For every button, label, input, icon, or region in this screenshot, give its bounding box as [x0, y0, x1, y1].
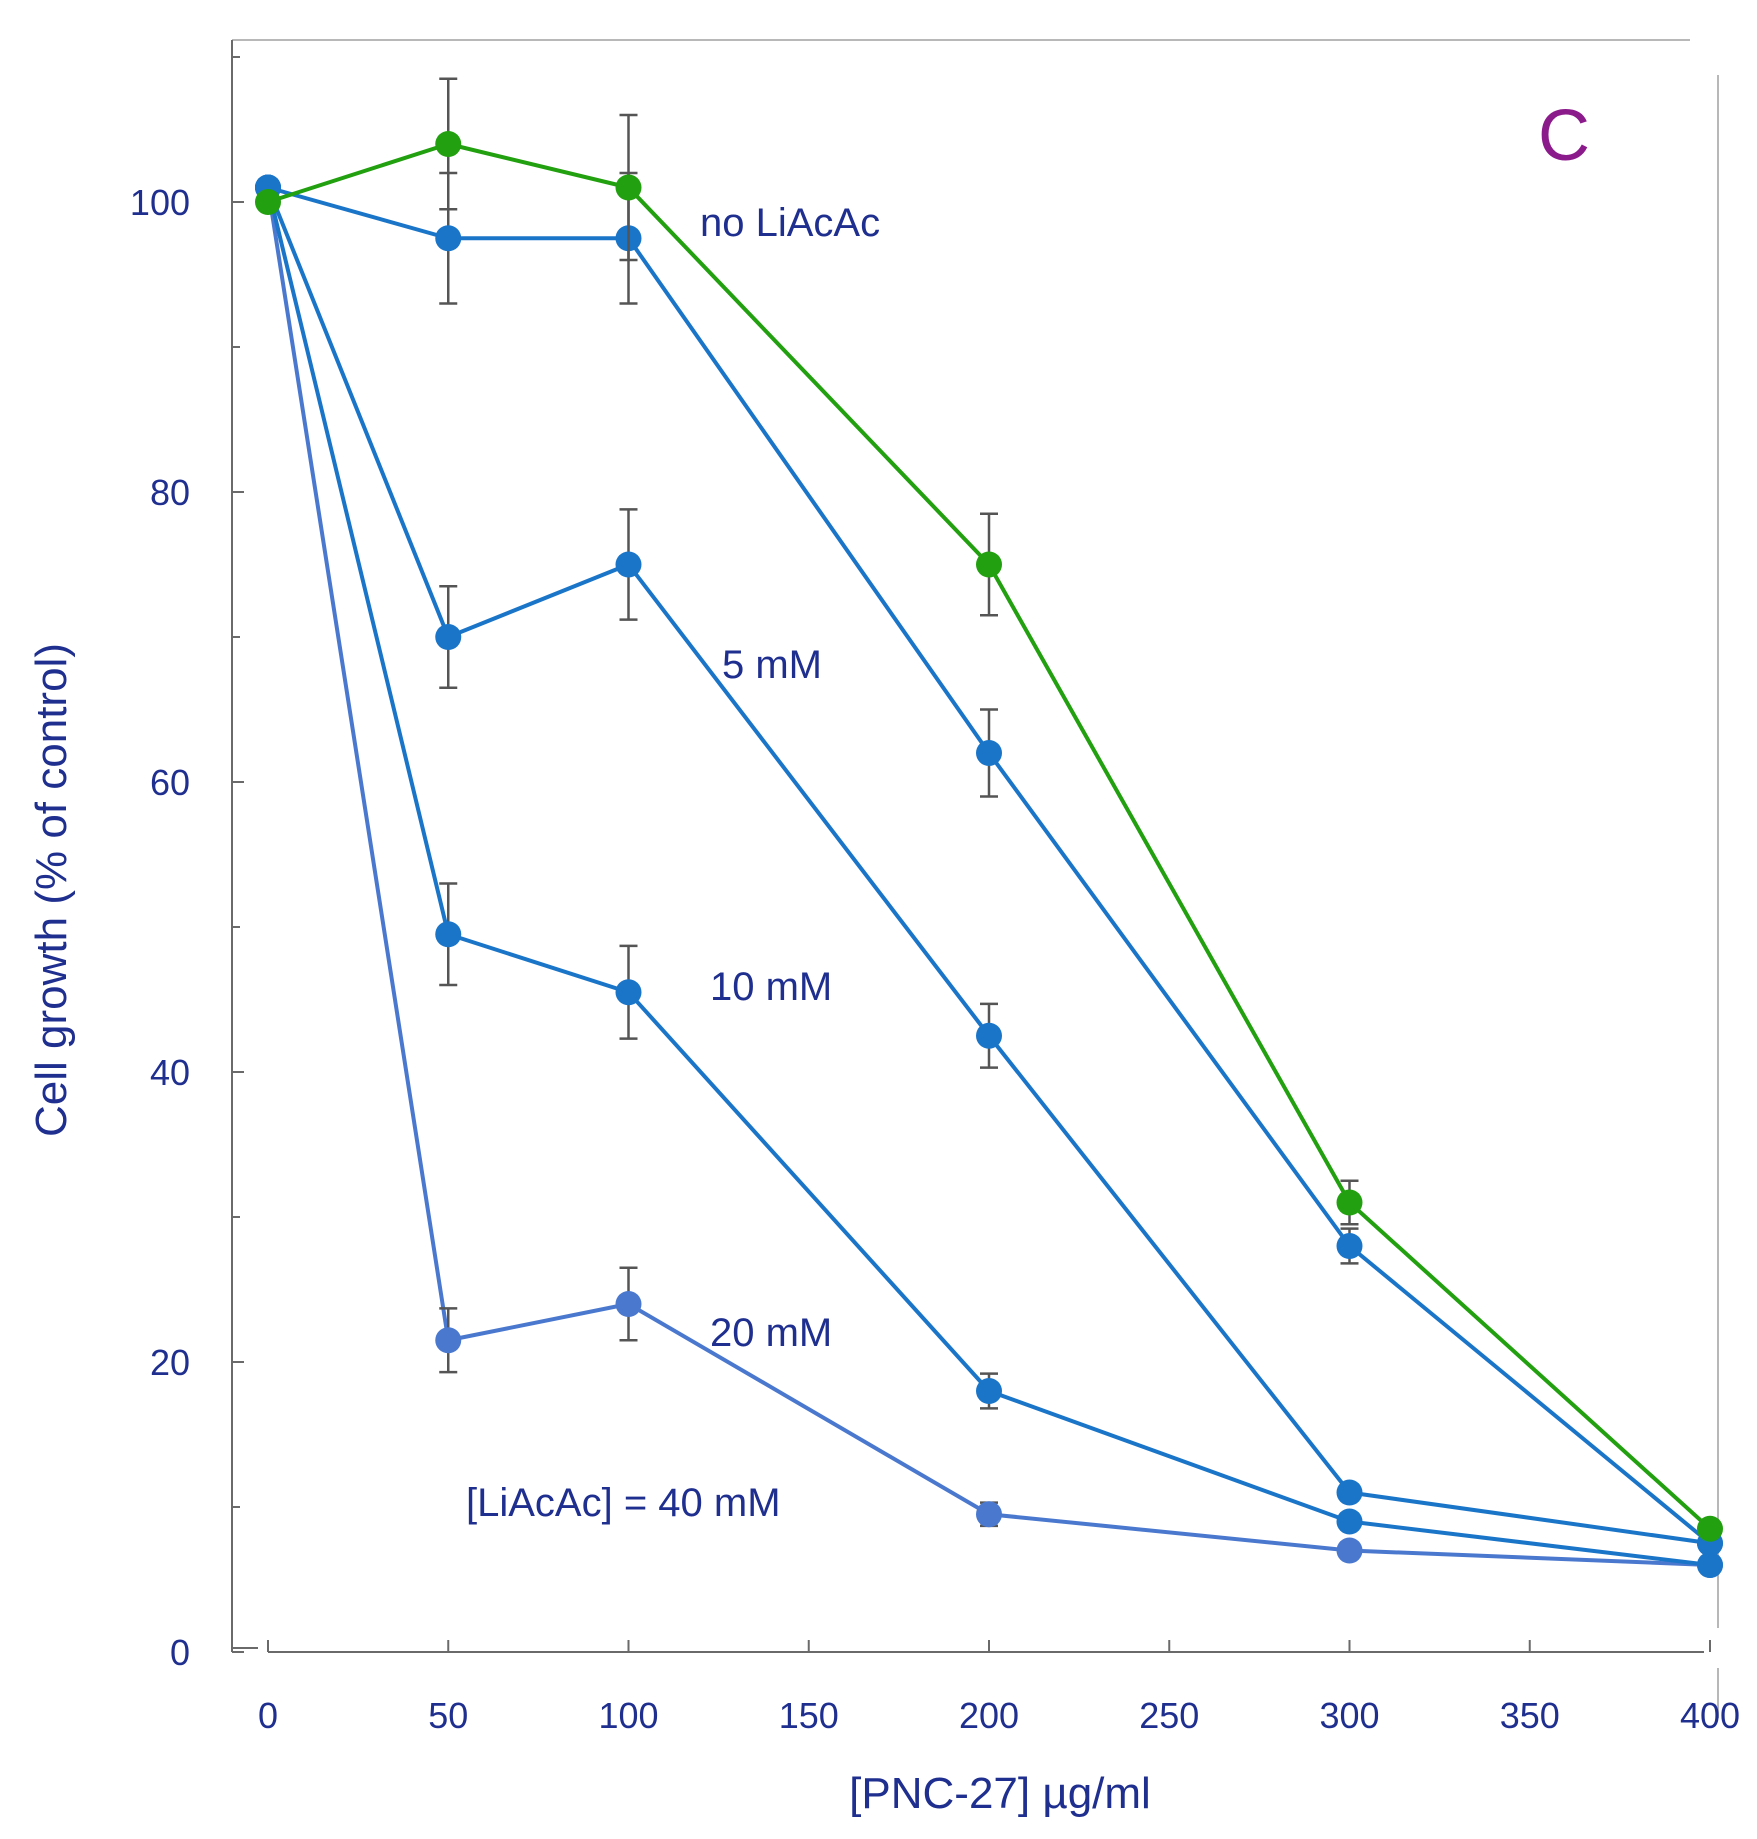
- data-point: [615, 174, 642, 201]
- data-point: [1336, 1537, 1363, 1564]
- data-point: [1336, 1508, 1363, 1535]
- y-tick-label: 60: [150, 762, 190, 803]
- data-point: [615, 979, 642, 1006]
- panel-label: C: [1538, 96, 1590, 176]
- x-tick-label: 400: [1680, 1695, 1740, 1736]
- data-point: [976, 1378, 1002, 1404]
- series-line: [267, 185, 1712, 1545]
- data-point: [1697, 1515, 1723, 1542]
- data-point: [255, 189, 281, 215]
- data-point: [976, 551, 1002, 578]
- y-axis-title: Cell growth (% of control): [27, 643, 76, 1137]
- series-layer: [255, 77, 1723, 1578]
- series-label-40mm: [LiAcAc] = 40 mM: [466, 1481, 781, 1525]
- series-line: [266, 186, 1711, 1546]
- data-point: [435, 624, 462, 650]
- data-point: [435, 1327, 462, 1354]
- series-5-mm: [255, 171, 1723, 1557]
- data-point: [976, 740, 1002, 766]
- x-tick-label: 200: [959, 1695, 1019, 1736]
- x-axis-title: [PNC-27] µg/ml: [849, 1769, 1151, 1818]
- data-point: [615, 1291, 642, 1317]
- data-point: [976, 1022, 1002, 1049]
- data-point: [1336, 1233, 1363, 1259]
- data-point: [1336, 1479, 1363, 1506]
- series-label-no-liacac: no LiAcAc: [700, 201, 880, 245]
- series-no-liacac: [255, 77, 1723, 1542]
- series-40-mm: [255, 174, 1723, 1578]
- data-point: [435, 225, 462, 252]
- y-tick-label: 40: [150, 1052, 190, 1093]
- data-point: [435, 921, 462, 948]
- data-point: [1336, 1189, 1363, 1216]
- x-tick-label: 350: [1500, 1695, 1560, 1736]
- data-point: [976, 1501, 1002, 1528]
- series-label-10mm: 10 mM: [710, 965, 832, 1009]
- series-20-mm: [255, 174, 1723, 1578]
- series-line: [266, 187, 1711, 1567]
- y-tick-label: 20: [150, 1342, 190, 1383]
- y-tick-label: 100: [130, 182, 190, 223]
- x-tick-label: 0: [258, 1695, 278, 1736]
- series-label-20mm: 20 mM: [710, 1311, 832, 1355]
- x-ticks: 0 50 100 150 200 250 300 350 400: [258, 1640, 1740, 1736]
- x-tick-label: 50: [428, 1695, 468, 1736]
- data-point: [435, 131, 462, 157]
- series-label-5mm: 5 mM: [722, 643, 822, 687]
- series-line: [266, 187, 1711, 1567]
- x-tick-label: 150: [779, 1695, 839, 1736]
- data-point: [1697, 1552, 1723, 1578]
- y-ticks: 0 20 40 60 80 100: [130, 56, 244, 1673]
- x-tick-label: 250: [1139, 1695, 1199, 1736]
- series-line: [267, 142, 1712, 1531]
- x-tick-label: 300: [1319, 1695, 1379, 1736]
- data-point: [615, 551, 642, 578]
- series-10-mm: [255, 174, 1723, 1557]
- x-tick-label: 100: [598, 1695, 658, 1736]
- y-tick-label: 0: [170, 1632, 190, 1673]
- y-tick-label: 80: [150, 472, 190, 513]
